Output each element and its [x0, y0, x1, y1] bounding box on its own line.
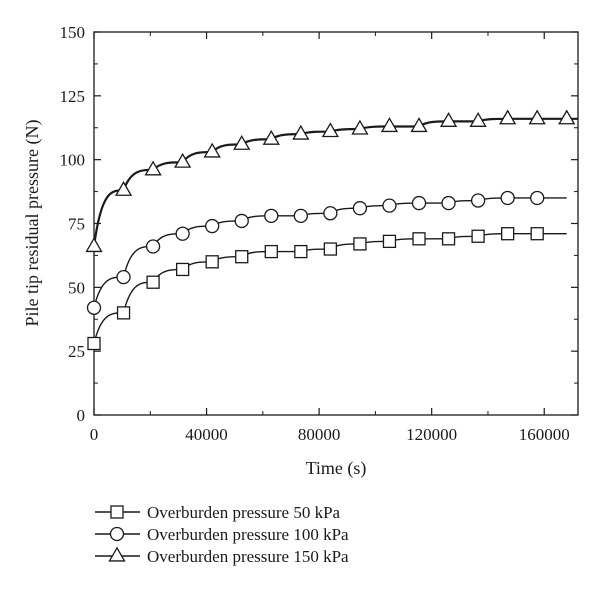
- data-point-square: [294, 244, 308, 259]
- data-point-triangle: [499, 109, 517, 125]
- data-point-circle: [293, 208, 308, 223]
- data-point-circle: [205, 218, 220, 234]
- tick-layer: 0 40000 80000 120000 160000 0 25 50 75 100 125 150: [60, 23, 578, 444]
- data-point-circle: [116, 269, 131, 285]
- data-point-square: [353, 237, 367, 251]
- data-point-square: [412, 232, 426, 246]
- data-point-triangle: [410, 117, 428, 133]
- data-point-triangle: [558, 109, 576, 125]
- data-point-square: [235, 250, 249, 264]
- x-tick-label: 120000: [406, 425, 457, 444]
- data-point-circle: [264, 208, 279, 223]
- data-point-circle: [530, 190, 545, 206]
- plot-area: 0 40000 80000 120000 160000 0 25 50 75 100 125 150: [60, 23, 579, 444]
- data-point-triangle: [439, 112, 458, 127]
- data-point-circle: [145, 239, 161, 254]
- y-tick-label: 0: [77, 406, 86, 425]
- data-point-triangle: [174, 152, 192, 168]
- legend-label: Overburden pressure 150 kPa: [147, 547, 349, 566]
- data-point-square: [382, 234, 397, 249]
- marker-layer: [85, 109, 576, 351]
- data-point-square: [87, 336, 101, 351]
- data-point-square: [146, 275, 160, 289]
- data-point-circle: [470, 193, 486, 208]
- data-point-square: [205, 255, 219, 269]
- data-point-square: [471, 229, 485, 243]
- data-point-triangle: [292, 124, 310, 140]
- x-tick-label: 80000: [298, 425, 341, 444]
- data-point-triangle: [85, 237, 103, 253]
- y-axis-title: Pile tip residual pressure (N): [22, 120, 43, 327]
- x-axis-title: Time (s): [306, 458, 367, 479]
- legend: Overburden pressure 50 kPa Overburden pre…: [95, 503, 349, 566]
- data-point-square: [501, 227, 515, 241]
- data-point-circle: [86, 300, 102, 315]
- data-point-square: [175, 262, 190, 277]
- data-point-circle: [352, 201, 368, 216]
- legend-marker-square: [110, 505, 124, 519]
- data-point-square: [116, 306, 131, 320]
- y-tick-label: 150: [60, 23, 86, 42]
- x-tick-label: 160000: [519, 425, 570, 444]
- data-point-triangle: [380, 117, 399, 133]
- data-point-triangle: [321, 122, 339, 138]
- data-point-triangle: [144, 160, 162, 176]
- y-tick-label: 75: [68, 215, 85, 234]
- data-point-triangle: [114, 180, 133, 196]
- data-point-circle: [323, 206, 338, 221]
- series-line-square: [93, 233, 567, 344]
- data-point-circle: [382, 198, 397, 213]
- data-point-circle: [234, 213, 249, 229]
- data-point-circle: [500, 190, 515, 206]
- data-point-circle: [441, 195, 456, 211]
- data-point-circle: [411, 195, 427, 211]
- series-line-circle: [93, 197, 567, 308]
- data-point-square: [530, 227, 544, 241]
- data-point-triangle: [528, 109, 546, 125]
- legend-marker-circle: [109, 526, 125, 542]
- data-point-triangle: [351, 119, 369, 135]
- data-point-square: [323, 242, 338, 256]
- data-point-triangle: [262, 129, 280, 145]
- x-tick-label: 40000: [185, 425, 228, 444]
- data-point-square: [441, 232, 456, 246]
- y-tick-label: 25: [68, 342, 85, 361]
- x-tick-label: 0: [90, 425, 99, 444]
- y-tick-label: 50: [68, 278, 85, 297]
- legend-label: Overburden pressure 100 kPa: [147, 525, 349, 544]
- legend-marker-triangle: [108, 546, 126, 562]
- plot-frame: [93, 31, 579, 416]
- y-tick-label: 100: [60, 151, 86, 170]
- data-point-circle: [175, 226, 190, 241]
- y-tick-label: 125: [60, 87, 86, 106]
- data-point-triangle: [203, 142, 221, 158]
- legend-label: Overburden pressure 50 kPa: [147, 503, 341, 522]
- data-point-square: [264, 244, 278, 259]
- data-point-triangle: [233, 134, 251, 150]
- data-point-triangle: [469, 112, 487, 127]
